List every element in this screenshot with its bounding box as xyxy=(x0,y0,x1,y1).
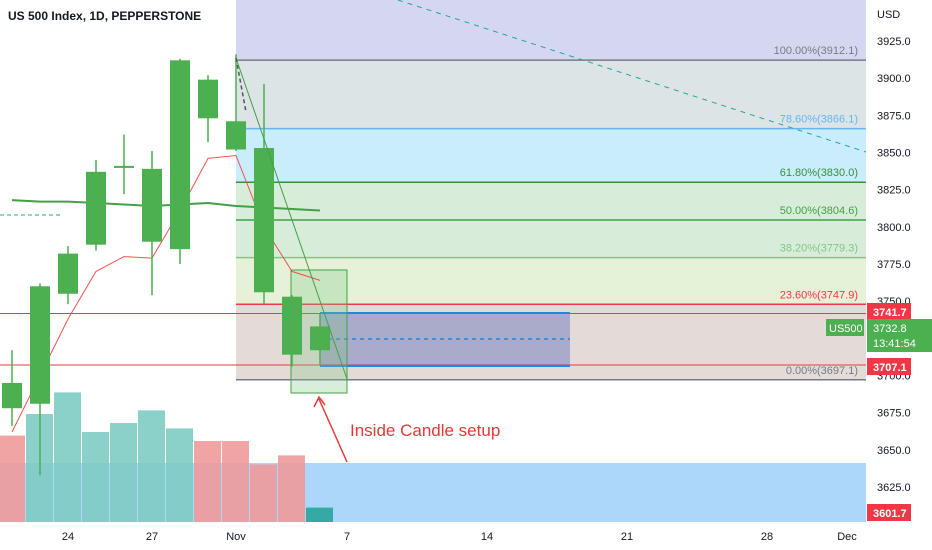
x-tick-label: 28 xyxy=(761,531,773,543)
tag-symbol: US500 xyxy=(826,319,864,336)
candle-body xyxy=(30,286,50,404)
fib-trend-dash xyxy=(235,57,247,113)
candle xyxy=(142,151,162,296)
candle-body xyxy=(226,121,246,150)
x-tick-label: Nov xyxy=(226,531,246,543)
svg-text:US500: US500 xyxy=(829,323,863,335)
candle-body xyxy=(142,168,162,242)
fib-band xyxy=(236,60,866,129)
x-axis-ticks: 24 27 Nov 7 14 21 28 Dec xyxy=(62,531,857,543)
candle-body xyxy=(198,79,218,119)
y-tick-label: 3625.0 xyxy=(877,482,911,494)
y-tick-label: 3675.0 xyxy=(877,408,911,420)
time-axis[interactable] xyxy=(0,522,866,550)
volume-bar xyxy=(250,464,277,522)
currency-label: USD xyxy=(877,9,900,21)
fib-level-label: 61.80%(3830.0) xyxy=(780,167,858,179)
x-tick-label: 27 xyxy=(146,531,158,543)
tag-last-price: 3732.8 13:41:54 xyxy=(867,319,932,352)
fib-level-label: 50.00%(3804.6) xyxy=(780,205,858,217)
volume-bar xyxy=(0,435,25,522)
annotation-arrow-head xyxy=(313,395,326,408)
price-axis[interactable] xyxy=(866,0,932,550)
volume-bar xyxy=(278,455,305,522)
svg-text:13:41:54: 13:41:54 xyxy=(873,338,916,350)
volume-bar xyxy=(54,392,81,522)
fib-band xyxy=(236,219,866,258)
candle-body xyxy=(282,296,302,355)
candle-body xyxy=(2,382,22,409)
x-tick-label: 14 xyxy=(481,531,493,543)
annotation-arrow xyxy=(318,398,348,463)
x-tick-label: 21 xyxy=(621,531,633,543)
fib-level-label: 23.60%(3747.9) xyxy=(780,289,858,301)
candle xyxy=(282,295,302,367)
x-tick-label: 7 xyxy=(344,531,350,543)
candles[interactable] xyxy=(2,54,330,476)
candle-body xyxy=(58,253,78,294)
dashed-trendline[interactable] xyxy=(397,0,867,153)
chart-title: US 500 Index, 1D, PEPPERSTONE xyxy=(8,9,201,23)
fib-band xyxy=(236,128,866,183)
volume-bar xyxy=(138,410,165,522)
volume-bar xyxy=(110,423,137,522)
candle xyxy=(86,159,106,251)
svg-text:3741.7: 3741.7 xyxy=(873,307,907,319)
fib-level-label: 100.00%(3912.1) xyxy=(774,45,858,57)
tag-bottom-line: 3601.7 xyxy=(867,504,911,521)
fib-band-top xyxy=(236,0,866,61)
volume-bars xyxy=(0,392,333,522)
y-tick-label: 3925.0 xyxy=(877,36,911,48)
fib-level-label: 0.00%(3697.1) xyxy=(786,365,858,377)
candle xyxy=(58,246,78,305)
fib-retracement[interactable]: 100.00%(3912.1) 78.60%(3866.1) 61.80%(3830… xyxy=(236,0,866,381)
fib-band xyxy=(236,182,866,220)
fib-band xyxy=(236,304,866,380)
fib-level-label: 78.60%(3866.1) xyxy=(780,114,858,126)
fib-level-label: 38.20%(3779.3) xyxy=(780,243,858,255)
y-tick-label: 3850.0 xyxy=(877,148,911,160)
candle xyxy=(254,84,274,305)
candle-body xyxy=(254,148,274,293)
y-tick-label: 3800.0 xyxy=(877,222,911,234)
y-tick-label: 3900.0 xyxy=(877,73,911,85)
svg-text:3601.7: 3601.7 xyxy=(873,508,907,520)
candle-body xyxy=(114,165,134,168)
x-tick-label: Dec xyxy=(837,531,857,543)
y-tick-label: 3875.0 xyxy=(877,110,911,122)
candle-body xyxy=(86,171,106,245)
candle xyxy=(170,58,190,264)
fib-band xyxy=(236,257,866,305)
y-tick-label: 3650.0 xyxy=(877,445,911,457)
candle xyxy=(2,350,22,427)
x-tick-label: 24 xyxy=(62,531,74,543)
volume-bar xyxy=(222,441,249,522)
y-tick-label: 3825.0 xyxy=(877,185,911,197)
tag-upper-line: 3741.7 xyxy=(867,303,911,320)
volume-bar xyxy=(82,432,109,522)
candle xyxy=(226,54,246,152)
candle-body xyxy=(170,60,190,250)
candle xyxy=(114,134,134,195)
volume-bar xyxy=(306,507,333,522)
svg-text:3707.1: 3707.1 xyxy=(873,362,907,374)
tag-lower-line: 3707.1 xyxy=(867,358,911,375)
candle xyxy=(30,283,50,476)
candle xyxy=(198,75,218,143)
svg-text:3732.8: 3732.8 xyxy=(873,323,907,335)
volume-bar xyxy=(166,428,193,522)
volume-bar xyxy=(194,441,221,522)
y-tick-label: 3775.0 xyxy=(877,259,911,271)
position-box[interactable] xyxy=(320,313,570,366)
annotation-text: Inside Candle setup xyxy=(350,421,500,440)
fib-trend-line[interactable] xyxy=(235,57,348,380)
candle xyxy=(310,313,330,366)
candle-body xyxy=(310,326,330,351)
